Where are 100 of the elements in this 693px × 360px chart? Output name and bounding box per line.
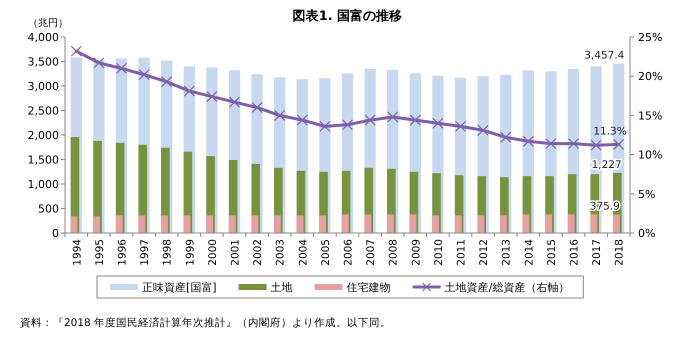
x-tick-label: 2014 bbox=[523, 238, 536, 266]
x-tick-label: 2018 bbox=[614, 239, 626, 266]
point bbox=[161, 76, 172, 88]
x-tick-label: 1997 bbox=[139, 239, 152, 266]
x-tick-label: 1998 bbox=[162, 239, 174, 266]
x-tick-label: 2007 bbox=[365, 239, 378, 266]
point bbox=[342, 119, 354, 130]
point bbox=[410, 114, 421, 126]
bar bbox=[477, 215, 484, 233]
y-tick-label: 2,500 bbox=[28, 104, 59, 118]
data-label: 11.3% bbox=[593, 125, 627, 138]
legend-label: 正味資産[国富] bbox=[142, 281, 217, 294]
bar bbox=[522, 214, 530, 233]
y-tick-label: 500 bbox=[38, 202, 59, 216]
y2-tick-label: 20% bbox=[638, 70, 662, 84]
point bbox=[252, 102, 263, 114]
bar bbox=[410, 214, 416, 233]
bar bbox=[116, 215, 123, 233]
point bbox=[138, 69, 150, 80]
x-tick-label: 2009 bbox=[410, 239, 422, 266]
bar bbox=[138, 215, 146, 233]
point bbox=[522, 136, 534, 147]
point bbox=[319, 120, 330, 132]
legend-label: 土地 bbox=[270, 281, 293, 294]
point bbox=[478, 124, 489, 136]
y2-tick-label: 15% bbox=[638, 109, 662, 122]
x-tick-label: 2005 bbox=[320, 239, 332, 266]
y-tick-label: 2,000 bbox=[28, 129, 59, 142]
point bbox=[206, 90, 218, 102]
bar bbox=[184, 215, 190, 233]
point bbox=[387, 111, 398, 123]
bar bbox=[161, 215, 168, 233]
y-tick-label: 1,500 bbox=[28, 154, 59, 166]
x-tick-label: 2015 bbox=[546, 239, 558, 266]
y-tick-label: 0 bbox=[52, 227, 59, 240]
bar bbox=[251, 215, 258, 233]
point bbox=[454, 120, 466, 132]
bar bbox=[590, 214, 598, 233]
point bbox=[500, 132, 512, 143]
bar bbox=[319, 215, 326, 233]
point bbox=[274, 110, 286, 121]
y2-tick-label: 0% bbox=[638, 227, 656, 240]
x-tick-label: 2001 bbox=[230, 239, 242, 266]
bar bbox=[296, 215, 304, 233]
bar bbox=[206, 215, 214, 233]
bar bbox=[228, 215, 236, 233]
point bbox=[70, 46, 82, 57]
x-tick-label: 2008 bbox=[388, 239, 400, 266]
point bbox=[568, 138, 580, 150]
point bbox=[296, 114, 308, 126]
bar bbox=[342, 214, 349, 233]
data-label: 1,227 bbox=[592, 158, 622, 171]
bar bbox=[545, 214, 552, 233]
point bbox=[364, 114, 376, 126]
x-tick-label: 2004 bbox=[297, 238, 310, 266]
bar bbox=[274, 215, 281, 233]
bar bbox=[387, 214, 394, 233]
x-tick-label: 2013 bbox=[500, 239, 513, 266]
text: 資料：『2018 年度国民経済計算年次推計』（内閣府）より作成。以下同。 bbox=[20, 316, 392, 329]
x-tick-label: 2011 bbox=[456, 239, 468, 266]
y-tick-label: 4,000 bbox=[28, 31, 59, 44]
data-label: 3,457.4 bbox=[584, 50, 625, 62]
point bbox=[184, 85, 195, 97]
bar bbox=[93, 216, 100, 233]
point bbox=[93, 57, 104, 68]
x-tick-label: 2010 bbox=[432, 239, 445, 266]
x-tick-label: 1994 bbox=[71, 238, 84, 266]
point bbox=[590, 140, 602, 151]
x-tick-label: 1999 bbox=[184, 239, 196, 266]
y-tick-label: 3,500 bbox=[28, 56, 59, 68]
bar bbox=[364, 214, 372, 233]
point bbox=[228, 96, 240, 108]
bar bbox=[500, 215, 507, 233]
x-tick-label: 2002 bbox=[252, 239, 264, 266]
y2-tick-label: 25% bbox=[638, 31, 662, 44]
x-tick-label: 2000 bbox=[206, 239, 219, 266]
y2-tick-label: 10% bbox=[638, 148, 662, 162]
y-tick-label: 1,000 bbox=[28, 178, 59, 191]
chart-title: 図表1. 国富の推移 bbox=[292, 8, 402, 24]
x-tick-label: 1996 bbox=[116, 238, 128, 266]
point bbox=[116, 62, 128, 74]
bar bbox=[70, 216, 78, 233]
point bbox=[613, 138, 624, 150]
bar bbox=[613, 214, 620, 233]
x-tick-label: 2006 bbox=[342, 238, 354, 266]
bar bbox=[432, 215, 440, 233]
x-tick-label: 2003 bbox=[274, 239, 287, 266]
bar bbox=[454, 215, 462, 233]
y-axis-title: （兆円） bbox=[28, 17, 68, 29]
point bbox=[432, 118, 444, 129]
x-tick-label: 2017 bbox=[591, 239, 604, 266]
bar bbox=[568, 214, 575, 233]
legend-label: 住宅建物 bbox=[346, 281, 391, 294]
point bbox=[545, 138, 556, 150]
y2-tick-label: 5% bbox=[638, 188, 656, 201]
x-tick-label: 2016 bbox=[568, 238, 580, 266]
y-tick-label: 3,000 bbox=[28, 80, 59, 93]
legend-label: 土地資産/総資産（右軸） bbox=[444, 281, 570, 294]
x-tick-label: 2012 bbox=[478, 239, 490, 266]
x-tick-label: 1995 bbox=[94, 239, 106, 266]
